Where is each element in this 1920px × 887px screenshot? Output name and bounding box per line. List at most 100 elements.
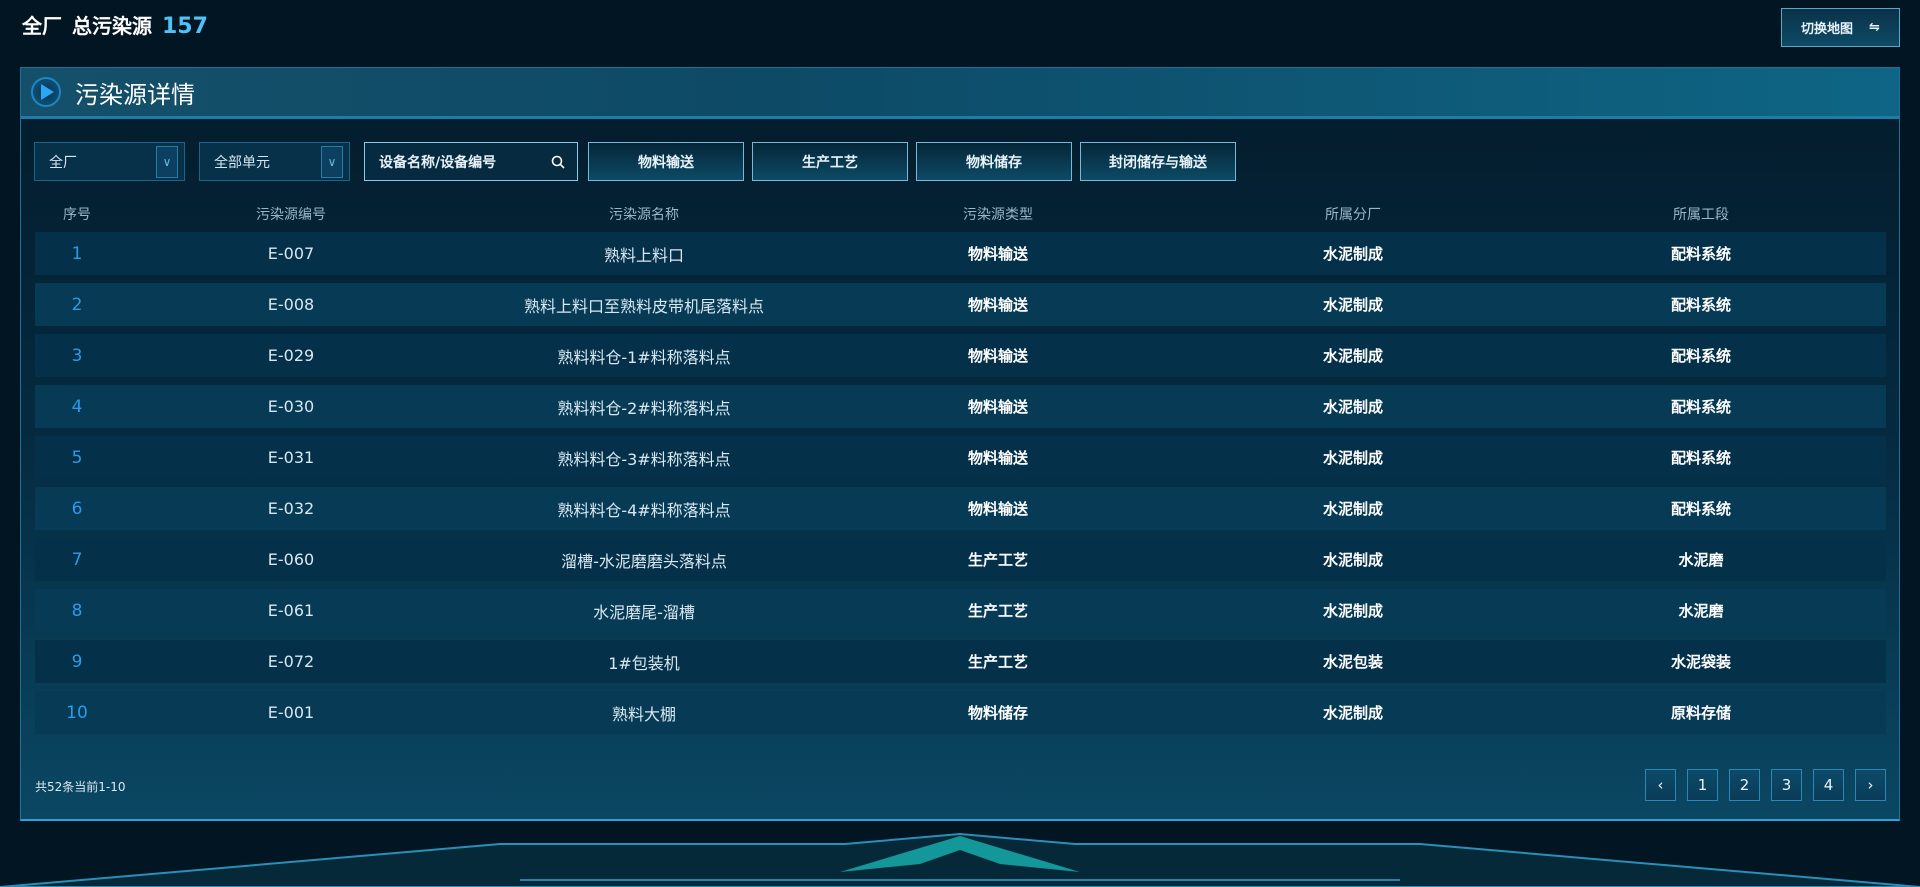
row-code: E-060 [267,550,315,569]
row-index: 1 [71,243,83,264]
factory-select[interactable]: 全厂 ∨ [34,142,185,181]
bottom-decoration [0,832,1920,887]
page-button-1[interactable]: 1 [1687,769,1718,801]
factory-select-value: 全厂 [49,154,77,171]
row-section: 配料系统 [1670,449,1732,467]
switch-map-label: 切换地图 [1801,22,1854,37]
unit-select[interactable]: 全部单元 ∨ [199,142,350,181]
row-branch: 水泥制成 [1322,449,1384,467]
row-branch: 水泥制成 [1322,347,1384,365]
table-row[interactable]: 6 E-032 熟料料仓-4#料称落料点 物料输送 水泥制成 配料系统 [35,487,1886,530]
column-header-section: 所属工段 [1673,207,1729,223]
row-code: E-029 [267,346,315,365]
row-code: E-061 [267,601,315,620]
search-icon [551,155,565,169]
pagination: ‹ 1 2 3 4 › [1645,769,1886,801]
table-row[interactable]: 9 E-072 1#包装机 生产工艺 水泥包装 水泥袋装 [35,640,1886,683]
row-section: 配料系统 [1670,347,1732,365]
panel-title: 污染源详情 [75,80,195,109]
row-type: 生产工艺 [967,551,1029,569]
row-section: 水泥磨 [1678,602,1724,620]
column-header-code: 污染源编号 [256,207,326,223]
row-type: 物料输送 [967,398,1029,416]
row-index: 6 [71,498,83,519]
search-input[interactable]: 设备名称/设备编号 [364,142,578,181]
filter-production-process-button[interactable]: 生产工艺 [752,142,908,181]
table-row[interactable]: 3 E-029 熟料料仓-1#料称落料点 物料输送 水泥制成 配料系统 [35,334,1886,377]
row-type: 物料输送 [967,449,1029,467]
total-label: 总污染源 [72,14,152,38]
row-branch: 水泥制成 [1322,500,1384,518]
row-section: 配料系统 [1670,245,1732,263]
row-code: E-031 [267,448,315,467]
row-branch: 水泥制成 [1322,296,1384,314]
row-index: 4 [71,396,83,417]
row-code: E-072 [267,652,315,671]
filter-material-storage-button[interactable]: 物料储存 [916,142,1072,181]
play-icon [31,77,61,107]
page-button-2[interactable]: 2 [1729,769,1760,801]
row-name: 溜槽-水泥磨磨头落料点 [561,551,727,571]
filter-bar: 全厂 ∨ 全部单元 ∨ 设备名称/设备编号 物料输送 生产工艺 物料储存 封闭储… [34,142,1244,181]
row-branch: 水泥包装 [1322,653,1384,671]
table-row[interactable]: 1 E-007 熟料上料口 物料输送 水泥制成 配料系统 [35,232,1886,275]
switch-map-button[interactable]: 切换地图 ⇋ [1781,8,1900,47]
table-row[interactable]: 4 E-030 熟料料仓-2#料称落料点 物料输送 水泥制成 配料系统 [35,385,1886,428]
row-section: 配料系统 [1670,296,1732,314]
row-branch: 水泥制成 [1322,551,1384,569]
column-header-index: 序号 [63,207,91,223]
row-index: 7 [71,549,83,570]
table-row[interactable]: 8 E-061 水泥磨尾-溜槽 生产工艺 水泥制成 水泥磨 [35,589,1886,632]
row-section: 配料系统 [1670,398,1732,416]
next-page-button[interactable]: › [1855,769,1886,801]
page-heading: 全厂 总污染源 157 [22,10,208,39]
row-branch: 水泥制成 [1322,245,1384,263]
chevron-down-icon: ∨ [321,145,343,178]
row-name: 水泥磨尾-溜槽 [593,602,695,622]
row-type: 物料输送 [967,347,1029,365]
chevron-down-icon: ∨ [156,145,178,178]
row-code: E-001 [267,703,315,722]
column-header-name: 污染源名称 [609,207,679,223]
prev-page-button[interactable]: ‹ [1645,769,1676,801]
total-count: 157 [162,14,208,39]
row-index: 10 [66,702,88,723]
row-name: 熟料料仓-1#料称落料点 [557,347,731,367]
page-button-3[interactable]: 3 [1771,769,1802,801]
table-row[interactable]: 2 E-008 熟料上料口至熟料皮带机尾落料点 物料输送 水泥制成 配料系统 [35,283,1886,326]
pollution-source-panel: 污染源详情 全厂 ∨ 全部单元 ∨ 设备名称/设备编号 物料输送 生产工艺 物料… [20,67,1900,821]
column-header-type: 污染源类型 [963,207,1033,223]
page-button-4[interactable]: 4 [1813,769,1844,801]
row-code: E-030 [267,397,315,416]
row-name: 1#包装机 [608,653,680,673]
row-name: 熟料料仓-2#料称落料点 [557,398,731,418]
scope-label: 全厂 [22,14,62,38]
row-type: 生产工艺 [967,602,1029,620]
row-type: 物料输送 [967,296,1029,314]
table-row[interactable]: 10 E-001 熟料大棚 物料储存 水泥制成 原料存储 [35,691,1886,734]
panel-header: 污染源详情 [21,68,1899,119]
row-section: 水泥磨 [1678,551,1724,569]
filter-closed-storage-button[interactable]: 封闭储存与输送 [1080,142,1236,181]
row-index: 9 [71,651,83,672]
row-name: 熟料上料口 [603,245,685,265]
row-branch: 水泥制成 [1322,602,1384,620]
unit-select-value: 全部单元 [214,154,270,171]
table-row[interactable]: 7 E-060 溜槽-水泥磨磨头落料点 生产工艺 水泥制成 水泥磨 [35,538,1886,581]
row-branch: 水泥制成 [1322,398,1384,416]
row-index: 3 [71,345,83,366]
row-name: 熟料料仓-3#料称落料点 [557,449,731,469]
row-section: 原料存储 [1670,704,1732,722]
pagination-summary: 共52条当前1-10 [35,780,126,794]
row-code: E-008 [267,295,315,314]
row-index: 2 [71,294,83,315]
row-section: 配料系统 [1670,500,1732,518]
filter-material-transport-button[interactable]: 物料输送 [588,142,744,181]
row-code: E-032 [267,499,315,518]
row-branch: 水泥制成 [1322,704,1384,722]
row-type: 生产工艺 [967,653,1029,671]
row-section: 水泥袋装 [1670,653,1732,671]
table-header: 序号 污染源编号 污染源名称 污染源类型 所属分厂 所属工段 [35,202,1886,226]
table-row[interactable]: 5 E-031 熟料料仓-3#料称落料点 物料输送 水泥制成 配料系统 [35,436,1886,479]
row-index: 8 [71,600,83,621]
